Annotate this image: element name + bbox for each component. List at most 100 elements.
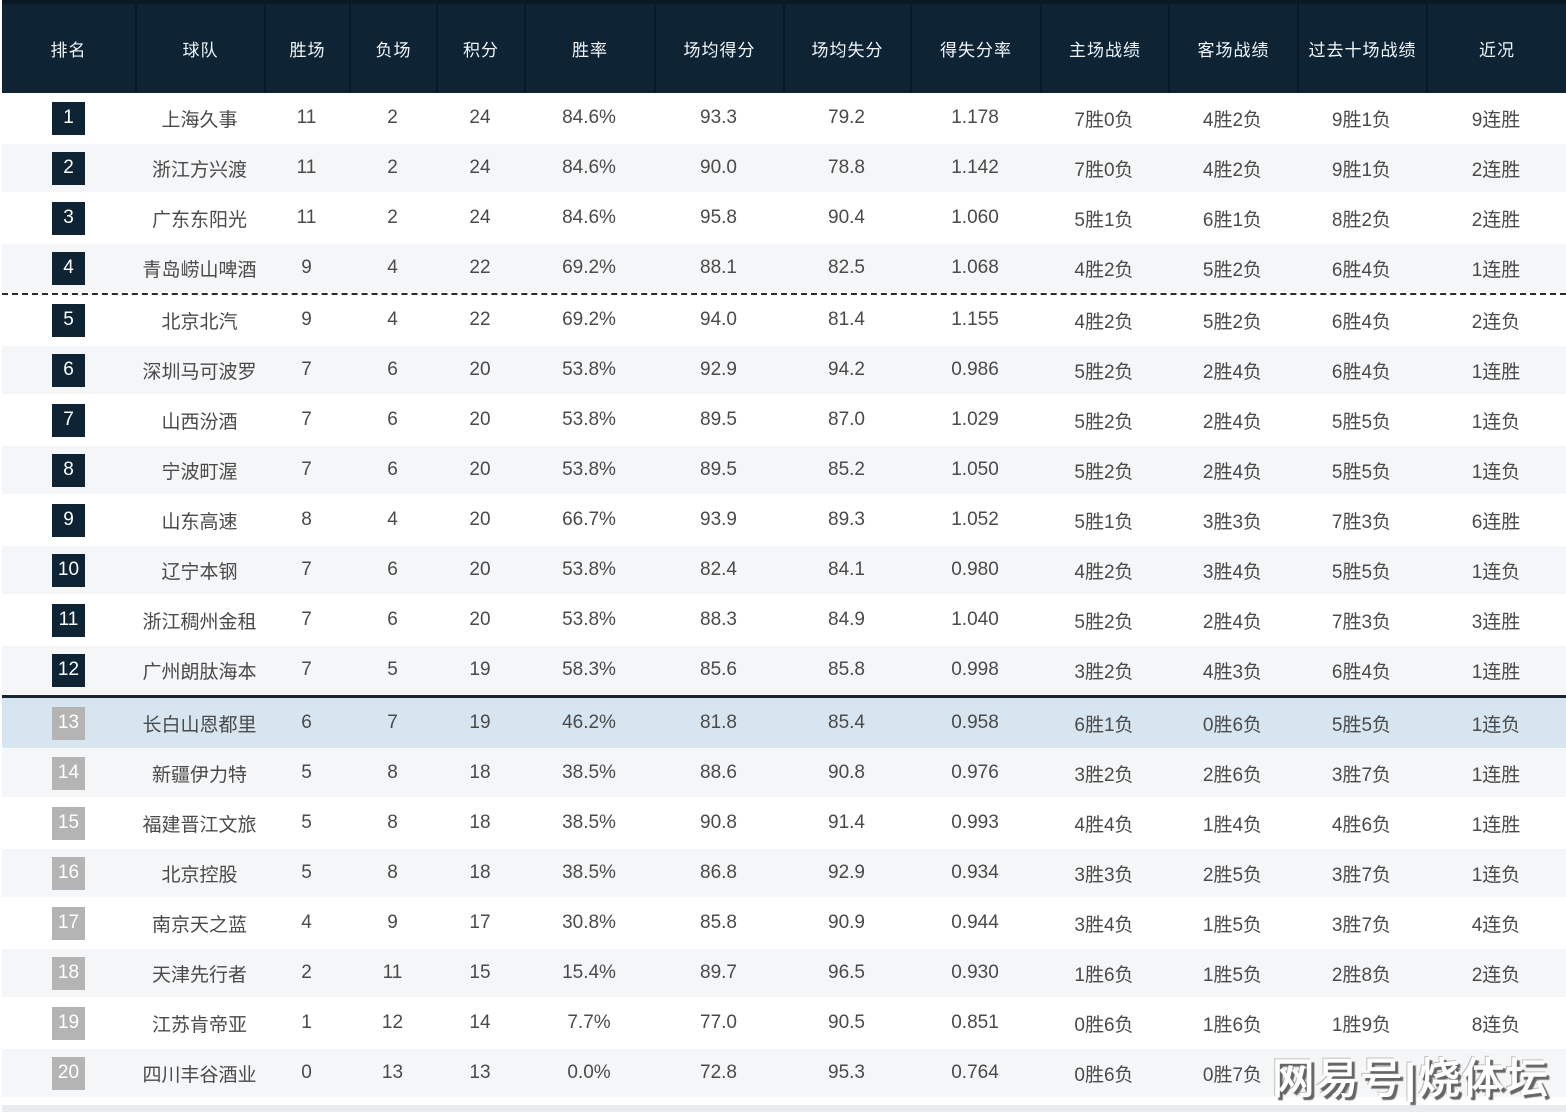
cell-recent: 1连负	[1471, 714, 1521, 736]
rank-badge: 9	[52, 503, 85, 537]
cell-away_record: 5胜2负	[1202, 311, 1263, 333]
table-row[interactable]: 6 深圳马可波罗 7 6 20 53.8% 92.9 94.2 0.986 5胜2负 2胜4负 6胜4…	[2, 345, 1566, 395]
cell-team: 浙江稠州金租	[142, 611, 257, 633]
cell-team: 天津先行者	[151, 964, 247, 986]
cell-avg_scored: 95.8	[700, 207, 737, 228]
cell-home_record: 3胜4负	[1074, 914, 1134, 936]
cell-avg_allowed: 79.2	[828, 107, 865, 128]
cell-avg_scored: 90.0	[700, 157, 737, 178]
cell-recent: 2连胜	[1471, 209, 1521, 231]
table-row[interactable]: 19 江苏肯帝亚 1 12 14 7.7% 77.0 90.5 0.851 0胜6负 1胜6负 1胜9…	[2, 998, 1566, 1048]
cell-score_ratio: 0.851	[951, 1012, 999, 1033]
cell-losses: 13	[381, 1062, 404, 1083]
cell-wins: 11	[296, 207, 317, 228]
column-header-wins: 胜场	[264, 4, 349, 93]
table-row[interactable]: 1 上海久事 11 2 24 84.6% 93.3 79.2 1.178 7胜0负 4胜2负 9胜1负…	[2, 93, 1566, 143]
cell-rank: 7	[2, 403, 135, 437]
cell-rank: 6	[2, 353, 135, 387]
cell-points: 20	[469, 409, 491, 430]
table-row[interactable]: 2 浙江方兴渡 11 2 24 84.6% 90.0 78.8 1.142 7胜0负 4胜2负 9胜1…	[2, 143, 1566, 193]
cell-team: 四川丰谷酒业	[142, 1064, 257, 1086]
cell-team: 江苏肯帝亚	[151, 1014, 247, 1036]
cell-avg_allowed: 85.4	[828, 712, 865, 733]
cell-rank: 9	[2, 503, 135, 537]
cell-recent: 1连负	[1471, 411, 1521, 433]
cell-last10: 6胜4负	[1331, 361, 1392, 383]
table-row[interactable]: 4 青岛崂山啤酒 9 4 22 69.2% 88.1 82.5 1.068 4胜2负 5胜2负 6胜4…	[2, 243, 1566, 293]
cell-last10: 6胜4负	[1331, 259, 1392, 281]
cell-avg_scored: 89.5	[700, 459, 737, 480]
cell-win_rate: 46.2%	[562, 712, 616, 733]
table-row[interactable]: 11 浙江稠州金租 7 6 20 53.8% 88.3 84.9 1.040 5胜2负 2胜4负 7胜…	[2, 595, 1566, 645]
rank-badge: 13	[52, 706, 85, 740]
cell-points: 20	[469, 509, 491, 530]
cell-rank: 11	[2, 603, 135, 637]
table-row[interactable]: 14 新疆伊力特 5 8 18 38.5% 88.6 90.8 0.976 3胜2负 2胜6负 3胜7…	[2, 748, 1566, 798]
table-row[interactable]: 5 北京北汽 9 4 22 69.2% 94.0 81.4 1.155 4胜2负 5胜2负 6胜4负 2…	[2, 295, 1566, 345]
cell-score_ratio: 0.764	[951, 1062, 999, 1083]
cell-team: 新疆伊力特	[151, 764, 247, 786]
rank-badge: 17	[52, 906, 85, 940]
table-row[interactable]: 9 山东高速 8 4 20 66.7% 93.9 89.3 1.052 5胜1负 3胜3负 7胜3负 6…	[2, 495, 1566, 545]
cell-rank: 17	[2, 906, 135, 940]
cell-losses: 6	[387, 409, 398, 430]
cell-home_record: 7胜0负	[1074, 159, 1134, 181]
cell-score_ratio: 0.958	[951, 712, 999, 733]
rank-badge: 1	[52, 101, 85, 135]
rank-badge: 10	[52, 553, 85, 587]
cell-rank: 20	[2, 1056, 135, 1090]
cell-win_rate: 53.8%	[562, 409, 616, 430]
table-row[interactable]: 12 广州朗肽海本 7 5 19 58.3% 85.6 85.8 0.998 3胜2负 4胜3负 6胜…	[2, 645, 1566, 695]
cell-wins: 5	[301, 862, 312, 883]
cell-last10: 2胜8负	[1331, 964, 1392, 986]
cell-points: 15	[469, 962, 491, 983]
table-row[interactable]: 16 北京控股 5 8 18 38.5% 86.8 92.9 0.934 3胜3负 2胜5负 3胜7负…	[2, 848, 1566, 898]
cell-win_rate: 69.2%	[562, 309, 616, 330]
rank-badge: 6	[52, 353, 85, 387]
cell-last10: 5胜5负	[1331, 561, 1392, 583]
table-row[interactable]: 10 辽宁本钢 7 6 20 53.8% 82.4 84.1 0.980 4胜2负 3胜4负 5胜5负…	[2, 545, 1566, 595]
cell-wins: 7	[301, 659, 312, 680]
cell-losses: 8	[387, 812, 398, 833]
cell-wins: 11	[296, 107, 317, 128]
table-row[interactable]: 15 福建晋江文旅 5 8 18 38.5% 90.8 91.4 0.993 4胜4负 1胜4负 4胜…	[2, 798, 1566, 848]
table-row[interactable]: 20 四川丰谷酒业 0 13 13 0.0% 72.8 95.3 0.764 0胜6负 0胜7负	[2, 1048, 1566, 1098]
cell-losses: 12	[381, 1012, 404, 1033]
cell-wins: 11	[296, 157, 317, 178]
cell-losses: 7	[387, 712, 398, 733]
table-row[interactable]: 8 宁波町渥 7 6 20 53.8% 89.5 85.2 1.050 5胜2负 2胜4负 5胜5负 1…	[2, 445, 1566, 495]
cell-wins: 9	[301, 309, 312, 330]
column-header-team: 球队	[135, 4, 264, 93]
cell-points: 18	[469, 812, 491, 833]
table-row[interactable]: 3 广东东阳光 11 2 24 84.6% 95.8 90.4 1.060 5胜1负 6胜1负 8胜2…	[2, 193, 1566, 243]
cell-losses: 2	[387, 157, 398, 178]
cell-wins: 8	[301, 509, 312, 530]
cell-recent: 8连负	[1471, 1014, 1521, 1036]
cell-avg_allowed: 96.5	[828, 962, 865, 983]
table-row[interactable]: 13 长白山恩都里 6 7 19 46.2% 81.8 85.4 0.958 6胜1负 0胜6负 5胜…	[2, 698, 1566, 748]
cell-rank: 4	[2, 251, 135, 285]
cell-avg_allowed: 84.1	[828, 559, 865, 580]
rank-badge: 18	[52, 956, 85, 990]
cell-avg_allowed: 90.5	[828, 1012, 865, 1033]
cell-rank: 10	[2, 553, 135, 587]
cell-losses: 11	[382, 962, 403, 983]
cell-team: 深圳马可波罗	[142, 361, 257, 383]
table-row[interactable]: 17 南京天之蓝 4 9 17 30.8% 85.8 90.9 0.944 3胜4负 1胜5负 3胜7…	[2, 898, 1566, 948]
cell-score_ratio: 0.976	[951, 762, 999, 783]
cell-home_record: 1胜6负	[1074, 964, 1134, 986]
rank-badge: 3	[52, 201, 85, 235]
divider-solid	[2, 695, 1566, 698]
cell-avg_scored: 92.9	[700, 359, 737, 380]
cell-wins: 5	[301, 812, 312, 833]
cell-team: 广东东阳光	[151, 209, 247, 231]
table-row[interactable]: 18 天津先行者 2 11 15 15.4% 89.7 96.5 0.930 1胜6负 1胜5负 2胜…	[2, 948, 1566, 998]
cell-points: 14	[469, 1012, 491, 1033]
cell-rank: 18	[2, 956, 135, 990]
table-row[interactable]: 7 山西汾酒 7 6 20 53.8% 89.5 87.0 1.029 5胜2负 2胜4负 5胜5负 1…	[2, 395, 1566, 445]
cell-win_rate: 66.7%	[562, 509, 616, 530]
cell-last10: 6胜4负	[1331, 311, 1392, 333]
cell-home_record: 4胜4负	[1074, 814, 1134, 836]
column-header-home_record: 主场战绩	[1040, 4, 1168, 93]
cell-team: 上海久事	[161, 109, 238, 131]
